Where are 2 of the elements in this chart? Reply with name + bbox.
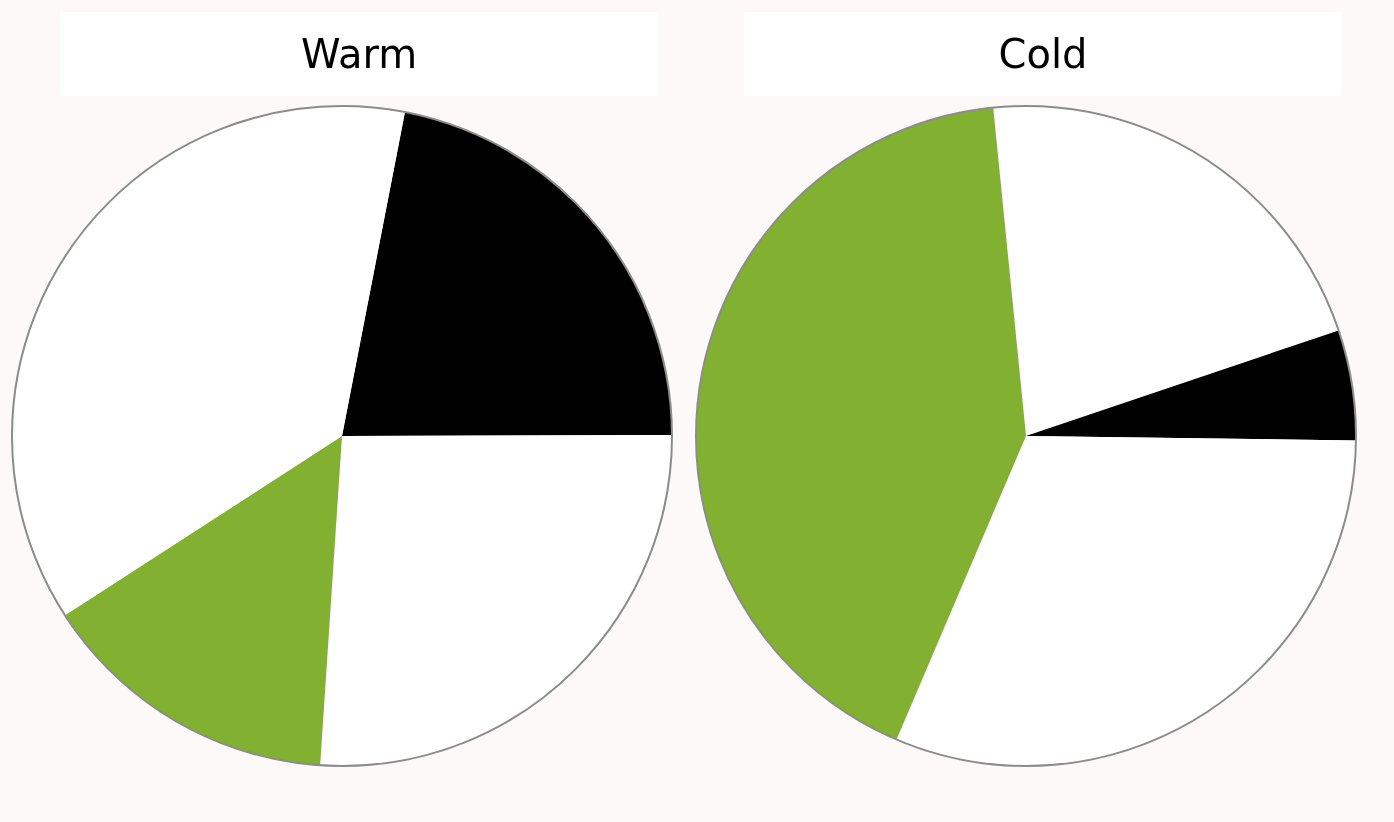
chart-title: Warm [60, 12, 658, 96]
chart-title: Cold [744, 12, 1342, 96]
